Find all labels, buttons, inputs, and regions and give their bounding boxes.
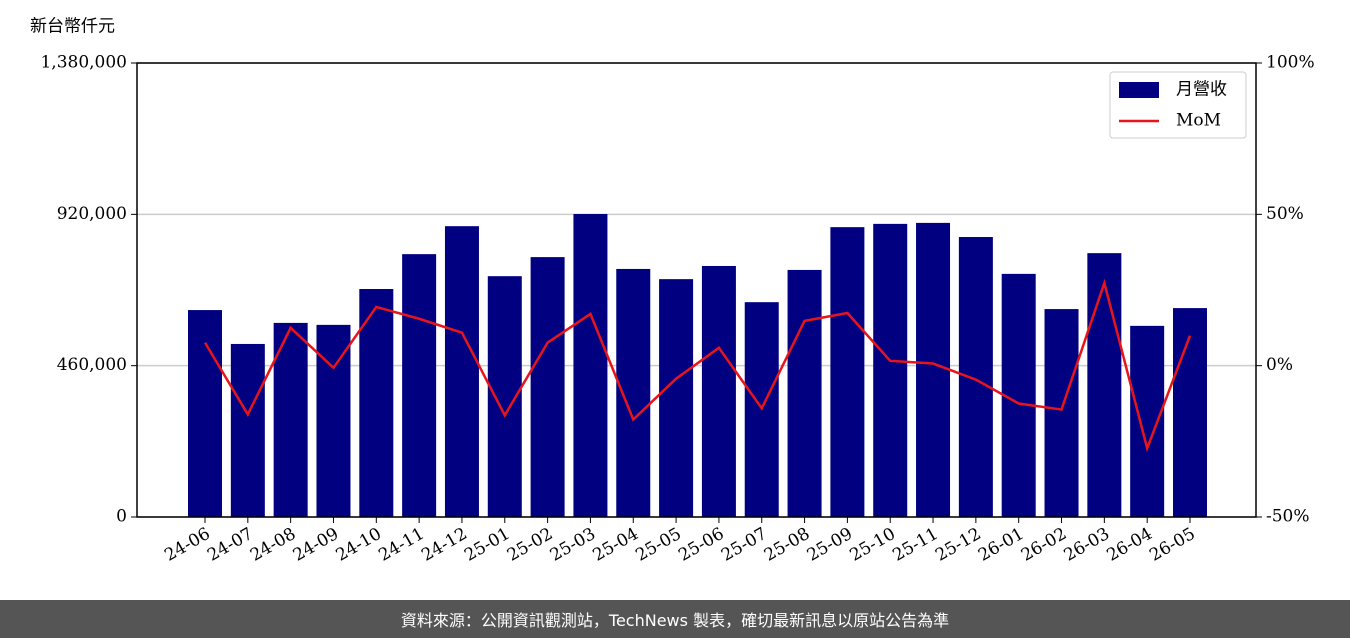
y2-tick-label: 100%	[1266, 53, 1315, 73]
x-tick-label: 25-03	[547, 524, 599, 566]
bar	[958, 237, 993, 518]
bar	[701, 265, 736, 517]
x-tick-label: 25-08	[761, 524, 813, 566]
x-tick-label: 26-03	[1061, 524, 1113, 566]
y2-tick-label: 50%	[1266, 204, 1304, 224]
bar	[1001, 273, 1036, 517]
x-tick-label: 24-12	[418, 524, 470, 566]
footer: 資料來源：公開資訊觀測站，TechNews 製表，確切最新訊息以原站公告為準	[0, 600, 1350, 638]
chart: 新台幣仟元 0 460,000 920,000 1,380,000 -50% 0% 50% 1…	[30, 17, 1315, 566]
legend-swatch	[1119, 82, 1159, 98]
bar	[359, 289, 394, 517]
y2-tick-label: -50%	[1266, 507, 1310, 527]
x-tick-label: 25-01	[461, 524, 513, 566]
y-axis-label: 新台幣仟元	[30, 17, 115, 37]
bar	[188, 310, 222, 517]
bar	[1130, 325, 1165, 517]
x-tick-label: 25-04	[590, 524, 642, 566]
bar	[402, 254, 437, 518]
bar	[573, 214, 608, 518]
bar	[830, 227, 865, 518]
x-tick-label: 24-08	[247, 524, 299, 566]
bar	[444, 226, 479, 517]
bar	[230, 343, 265, 517]
x-tick-label: 25-07	[718, 524, 770, 566]
x-tick-label: 26-04	[1103, 524, 1155, 566]
x-tick-label: 26-01	[975, 524, 1027, 566]
y-tick-label: 460,000	[57, 355, 127, 375]
y-tick-label: 1,380,000	[40, 53, 127, 73]
x-tick-label: 24-06	[161, 524, 213, 566]
line	[203, 278, 1192, 453]
bar	[1044, 309, 1079, 517]
x-tick-label: 25-06	[675, 524, 727, 566]
x-tick-label: 26-02	[1018, 524, 1070, 566]
x-tick-label: 24-11	[375, 524, 427, 566]
legend-label: 月營收	[1176, 80, 1227, 100]
x-tick-label: 25-11	[889, 524, 941, 566]
bar	[916, 222, 951, 517]
legend-label: MoM	[1176, 111, 1221, 131]
x-tick-label: 24-10	[333, 524, 385, 566]
x-tick-label: 26-05	[1146, 524, 1198, 566]
x-tick-label: 25-10	[847, 524, 899, 566]
x-tick-label: 25-02	[504, 524, 556, 566]
bar	[530, 257, 565, 517]
bar	[659, 279, 694, 517]
bar	[1173, 308, 1207, 517]
bar	[873, 223, 908, 518]
bar	[316, 324, 351, 517]
plot-frame	[136, 62, 1257, 518]
y-tick-label: 0	[116, 507, 127, 527]
x-tick-label: 25-12	[932, 524, 984, 566]
x-tick-label: 25-05	[632, 524, 684, 566]
x-tick-label: 25-09	[804, 524, 856, 566]
bar	[1087, 253, 1122, 517]
x-tick-label: 24-07	[204, 524, 256, 566]
y-tick-label: 920,000	[57, 204, 127, 224]
x-tick-label: 24-09	[290, 524, 342, 566]
y2-tick-label: 0%	[1266, 355, 1293, 375]
bar	[273, 322, 308, 517]
bar	[787, 269, 822, 517]
